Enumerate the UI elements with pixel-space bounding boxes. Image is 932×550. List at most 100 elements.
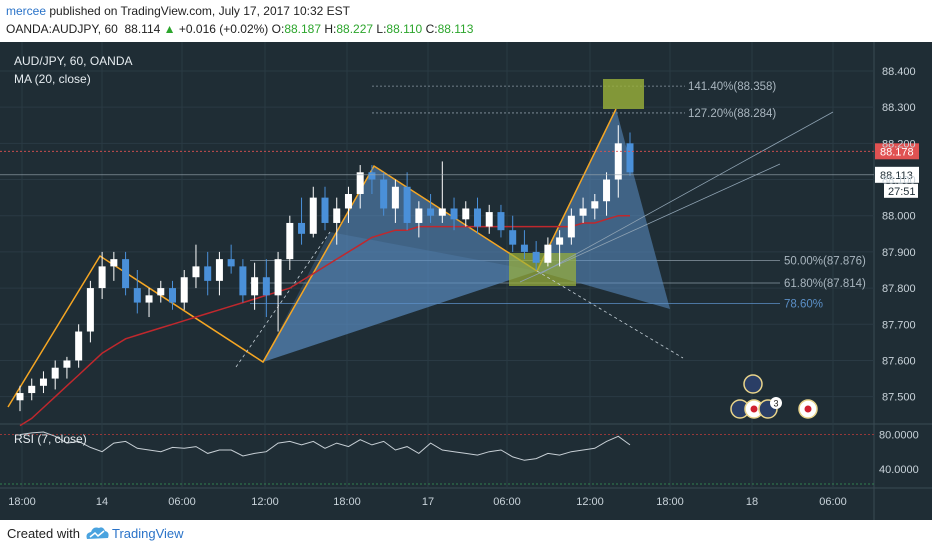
candle-body <box>204 266 212 281</box>
candle-body <box>403 186 411 223</box>
low-label: L: <box>376 22 387 36</box>
price-change: +0.016 (+0.02%) <box>178 22 269 36</box>
close-label: C: <box>425 22 438 36</box>
time-tick-label: 14 <box>96 496 108 508</box>
time-tick-label: 18 <box>746 496 758 508</box>
candle-body <box>603 179 611 202</box>
flag-jp-dot-icon <box>804 405 812 413</box>
candle-body <box>251 277 259 296</box>
current-price-label: 88.178 <box>880 146 914 158</box>
rsi-tick-label: 80.0000 <box>879 430 919 442</box>
target-zone-upper <box>603 79 644 109</box>
fib-label: 141.40%(88.358) <box>688 81 776 93</box>
flag-au-icon[interactable] <box>743 374 763 394</box>
flag-jp-dot-icon <box>750 405 758 413</box>
candle-body <box>75 331 83 361</box>
countdown-badge <box>884 183 918 198</box>
publish-header: mercee published on TradingView.com, Jul… <box>0 0 932 42</box>
time-tick-label: 06:00 <box>168 496 196 508</box>
up-arrow-icon: ▲ <box>163 22 176 36</box>
trend-line-upper <box>539 111 834 275</box>
last-price: 88.114 <box>124 22 161 36</box>
time-axis: 18:00 14 06:00 12:00 18:00 17 06:00 12:00 18:00 1… <box>8 496 847 508</box>
dashed-projection-right <box>536 270 684 359</box>
fib-label: 61.80%(87.814) <box>784 278 866 290</box>
last-price-badge <box>875 166 919 183</box>
candle-body <box>169 288 176 303</box>
candle-body <box>368 172 376 180</box>
candle-body <box>180 277 188 303</box>
footer: Created with TradingView <box>0 520 932 550</box>
candle-body <box>344 194 352 209</box>
candle-body <box>591 201 599 209</box>
price-tick-label: 88.200 <box>882 138 916 150</box>
chart-area[interactable]: 141.40%(88.358) 127.20%(88.284) 50.00%(87.… <box>0 42 932 520</box>
candle-body <box>415 208 423 223</box>
candle-body <box>544 244 552 263</box>
open-value: 88.187 <box>284 22 322 36</box>
open-label: O: <box>271 22 285 36</box>
candle-body <box>192 266 200 278</box>
symbol-label: OANDA:AUDJPY, 60 <box>6 22 118 36</box>
harmonic-zigzag <box>7 108 617 408</box>
price-lines: 88.178 88.113 27:51 <box>0 143 919 198</box>
fib-label: 50.00%(87.876) <box>784 256 866 268</box>
candle-body <box>63 360 71 368</box>
candle-body <box>509 230 517 245</box>
price-tick-label: 88.100 <box>882 175 916 187</box>
price-tick-label: 87.900 <box>882 247 916 259</box>
candle-body <box>227 259 235 267</box>
candle-body <box>215 259 223 281</box>
candle-body <box>556 237 564 245</box>
trend-line-lower <box>519 163 781 283</box>
candle-body <box>51 367 59 379</box>
rsi-tick-label: 40.0000 <box>879 464 919 476</box>
rsi-legend: RSI (7, close) <box>14 432 87 446</box>
candle-body <box>532 251 540 263</box>
countdown-label: 27:51 <box>888 186 916 198</box>
current-price-badge <box>875 143 919 160</box>
candle-body <box>274 259 282 296</box>
last-price-label: 88.113 <box>880 170 913 182</box>
candle-body <box>86 288 94 332</box>
candle-body <box>333 208 341 223</box>
price-tick-label: 87.500 <box>882 392 916 404</box>
candle-body <box>16 393 24 401</box>
tradingview-brand[interactable]: TradingView <box>112 526 184 541</box>
candle-body <box>380 179 388 209</box>
price-tick-label: 87.600 <box>882 355 916 367</box>
candle-body <box>239 266 247 296</box>
time-tick-label: 17 <box>422 496 434 508</box>
price-axis: 88.400 88.300 88.200 88.100 88.000 87.900 87.8… <box>882 66 916 404</box>
low-value: 88.110 <box>386 22 423 36</box>
candle-body <box>157 288 165 296</box>
price-chart[interactable]: 141.40%(88.358) 127.20%(88.284) 50.00%(87.… <box>0 42 932 520</box>
candle-body <box>626 143 634 173</box>
harmonic-pattern <box>7 79 834 408</box>
candle-body <box>427 208 435 216</box>
event-markers[interactable]: 3 <box>730 374 818 419</box>
candle-body <box>309 197 317 234</box>
time-tick-label: 18:00 <box>656 496 684 508</box>
candle-body <box>474 208 481 227</box>
rsi-line <box>19 431 631 461</box>
candle-body <box>579 208 587 216</box>
rsi-pane: 80.0000 40.0000 <box>0 430 919 485</box>
candles <box>16 125 634 412</box>
candle-body <box>298 222 306 234</box>
close-value: 88.113 <box>437 22 474 36</box>
time-tick-label: 12:00 <box>251 496 279 508</box>
candle-body <box>133 288 141 303</box>
created-with-text: Created with <box>7 526 80 541</box>
candle-body <box>520 244 528 252</box>
candle-body <box>28 385 36 394</box>
author-link[interactable]: mercee <box>6 4 47 18</box>
fib-label: 78.60% <box>784 299 823 311</box>
time-tick-label: 18:00 <box>8 496 36 508</box>
high-label: H: <box>324 22 337 36</box>
ma-legend: MA (20, close) <box>14 72 91 86</box>
tradingview-logo-icon <box>86 527 109 539</box>
price-tick-label: 87.700 <box>882 319 916 331</box>
candle-body <box>438 208 446 216</box>
price-tick-label: 88.400 <box>882 66 916 78</box>
